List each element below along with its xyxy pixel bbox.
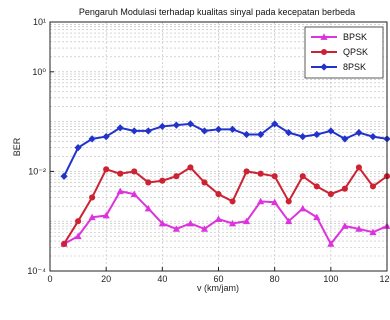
axis-ticks: 0 20 40 60 80 100 120 10⁻⁴ 10⁻² 10⁰ 10¹ (27, 17, 390, 284)
data-point-8psk (257, 130, 265, 139)
data-point-bpsk (271, 198, 279, 206)
y-axis-title: BER (12, 137, 22, 156)
x-axis-title: v (km/jam) (197, 283, 239, 293)
data-point-qpsk (257, 170, 264, 177)
data-point-bpsk (369, 228, 377, 236)
data-point-8psk (144, 127, 152, 135)
data-point-qpsk (159, 177, 166, 184)
data-point-qpsk (299, 173, 306, 180)
data-point-8psk (200, 127, 209, 135)
data-point-qpsk (341, 185, 348, 192)
data-point-qpsk (131, 168, 138, 175)
data-point-8psk (102, 132, 110, 141)
data-point-bpsk (257, 197, 265, 205)
data-point-8psk (271, 120, 279, 128)
data-point-8psk (355, 129, 363, 137)
legend-marker-qpsk (320, 48, 328, 56)
data-point-bpsk (200, 225, 209, 232)
data-point-bpsk (228, 219, 237, 227)
data-point-qpsk (187, 164, 194, 171)
series-lines (60, 120, 390, 247)
data-point-bpsk (313, 213, 321, 221)
data-point-8psk (242, 130, 251, 139)
data-point-bpsk (299, 204, 307, 212)
grid-lines (49, 22, 388, 272)
x-tick-label: 80 (270, 274, 280, 284)
data-point-bpsk (144, 204, 152, 212)
data-point-8psk (228, 125, 237, 133)
data-point-8psk (172, 121, 180, 129)
data-point-bpsk (242, 217, 251, 225)
data-point-bpsk (158, 219, 166, 227)
data-point-bpsk (88, 213, 96, 221)
data-point-8psk (341, 135, 349, 143)
legend-marker-bpsk (320, 33, 328, 40)
data-point-bpsk (172, 225, 180, 232)
y-tick-label: 10⁻² (28, 166, 46, 176)
data-point-qpsk (215, 191, 222, 198)
data-point-qpsk (369, 183, 377, 190)
x-tick-label: 0 (47, 274, 52, 284)
series-line-bpsk (63, 190, 388, 246)
y-tick-label: 10⁰ (32, 67, 46, 77)
data-point-8psk (74, 144, 82, 152)
chart-title: Pengaruh Modulasi terhadap kualitas siny… (79, 7, 355, 17)
data-point-8psk (327, 127, 335, 135)
data-point-qpsk (173, 173, 180, 180)
data-point-8psk (369, 132, 377, 141)
data-point-qpsk (355, 164, 362, 171)
data-point-8psk (60, 172, 68, 180)
data-point-bpsk (102, 211, 110, 219)
legend: BPSK QPSK 8PSK (304, 26, 384, 79)
data-point-qpsk (243, 168, 250, 175)
data-point-bpsk (74, 232, 82, 240)
data-point-qpsk (313, 183, 320, 190)
legend-label-qpsk: QPSK (343, 47, 368, 57)
data-point-qpsk (229, 198, 236, 205)
data-point-qpsk (285, 198, 292, 205)
legend-label-bpsk: BPSK (343, 32, 367, 42)
data-point-8psk (285, 129, 293, 137)
data-point-8psk (130, 127, 138, 135)
data-point-8psk (186, 120, 195, 128)
data-point-qpsk (89, 194, 96, 201)
y-tick-label: 10¹ (33, 17, 46, 27)
data-point-qpsk (327, 191, 334, 198)
data-point-8psk (116, 124, 124, 132)
data-point-qpsk (117, 170, 124, 177)
data-point-qpsk (201, 179, 208, 186)
data-point-8psk (299, 132, 307, 141)
x-tick-label: 60 (213, 274, 223, 284)
x-tick-label: 120 (379, 274, 390, 284)
x-tick-label: 20 (101, 274, 111, 284)
data-point-bpsk (341, 222, 349, 229)
data-point-qpsk (103, 166, 110, 173)
y-tick-label: 10⁻⁴ (27, 266, 46, 276)
data-point-bpsk (130, 190, 138, 197)
x-tick-label: 100 (323, 274, 338, 284)
legend-label-8psk: 8PSK (343, 62, 366, 72)
x-tick-label: 40 (157, 274, 167, 284)
legend-marker-8psk (320, 63, 328, 71)
series-line-8psk (63, 122, 388, 177)
data-point-bpsk (186, 219, 195, 227)
data-point-8psk (88, 135, 96, 143)
data-point-8psk (313, 130, 321, 139)
data-point-qpsk (60, 240, 68, 247)
data-point-8psk (214, 125, 223, 133)
data-point-qpsk (271, 173, 278, 180)
data-point-qpsk (145, 179, 152, 186)
data-point-qpsk (75, 218, 82, 225)
data-point-bpsk (214, 215, 223, 223)
data-point-bpsk (116, 187, 124, 195)
data-point-bpsk (327, 240, 335, 247)
data-point-bpsk (355, 225, 363, 232)
data-point-8psk (158, 122, 166, 131)
data-point-bpsk (285, 217, 293, 225)
